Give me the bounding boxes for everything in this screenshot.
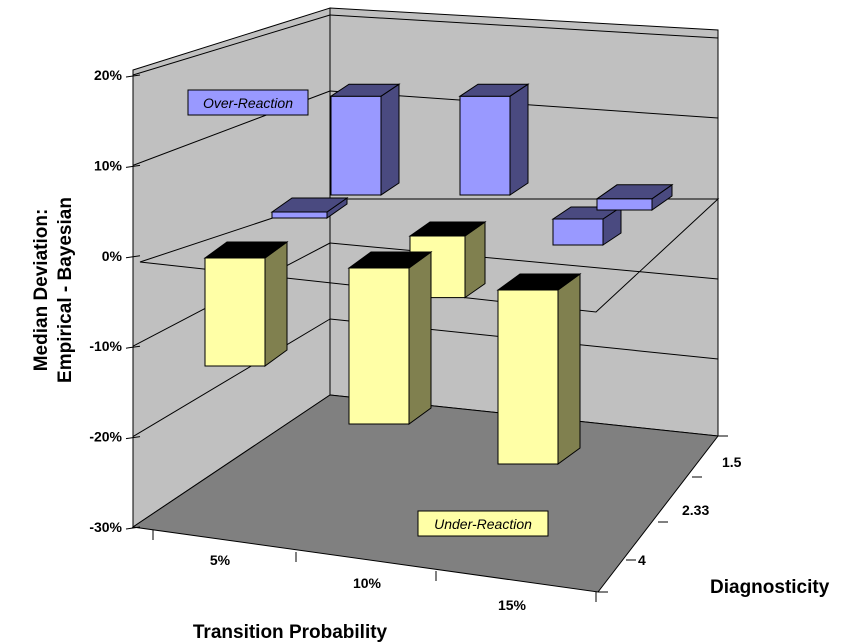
bar-front <box>459 95 511 196</box>
bar-front <box>204 257 266 367</box>
x-tick-marks <box>152 530 597 602</box>
bars <box>203 83 674 465</box>
bar-side <box>264 241 288 367</box>
bar-top <box>270 197 349 213</box>
under-reaction-annotation: Under-Reaction <box>417 510 549 537</box>
bar-side <box>380 83 400 196</box>
bar-top <box>347 251 433 269</box>
bar <box>270 197 349 219</box>
bar <box>496 273 582 465</box>
depth-tick-marks <box>598 435 728 593</box>
bar <box>347 251 433 425</box>
bar-front <box>497 289 559 465</box>
y-tick-label: 0% <box>102 248 123 264</box>
bar-front <box>348 267 410 425</box>
y-axis-title: Median Deviation: Empirical - Bayesian <box>31 197 76 383</box>
bar <box>595 183 674 211</box>
x-axis-title: Transition Probability <box>193 622 388 643</box>
y-axis-title-line2: Empirical - Bayesian <box>55 197 76 383</box>
bar-top <box>408 221 487 237</box>
x-tick-label: 10% <box>353 575 382 591</box>
bar-front <box>271 211 328 219</box>
y-axis-title-line1: Median Deviation: <box>31 209 52 372</box>
bar <box>329 83 401 196</box>
bar-front <box>330 95 382 196</box>
bar-side <box>408 251 432 425</box>
bar-top <box>496 273 582 291</box>
y-tick-label: -10% <box>89 338 122 354</box>
x-tick-label: 5% <box>210 552 231 568</box>
x-tick-label: 15% <box>498 597 527 613</box>
bar <box>551 206 623 246</box>
bar-side <box>557 273 581 465</box>
bar-top <box>329 83 401 97</box>
y-tick-label: -30% <box>89 519 122 535</box>
depth-tick-label: 1.5 <box>722 454 742 470</box>
y-tick-label: -20% <box>89 429 122 445</box>
depth-tick-label: 2.33 <box>682 502 709 518</box>
depth-axis-title: Diagnosticity <box>710 577 830 598</box>
y-tick-labels: 20% 10% 0% -10% -20% -30% <box>89 67 122 535</box>
y-tick-label: 10% <box>94 157 123 173</box>
bar-front <box>596 198 653 211</box>
bar-front <box>552 218 604 246</box>
bar-top <box>203 241 289 259</box>
bar-side <box>509 83 529 196</box>
bar-top <box>595 184 674 200</box>
y-tick-label: 20% <box>94 67 123 83</box>
over-reaction-annotation: Over-Reaction <box>187 89 309 116</box>
bar <box>458 83 530 196</box>
svg-text:Under-Reaction: Under-Reaction <box>434 516 532 532</box>
bar-top <box>458 83 530 97</box>
svg-text:Over-Reaction: Over-Reaction <box>203 95 293 111</box>
depth-tick-label: 4 <box>638 552 646 568</box>
y-tick-marks <box>125 74 141 530</box>
bar <box>203 241 289 367</box>
